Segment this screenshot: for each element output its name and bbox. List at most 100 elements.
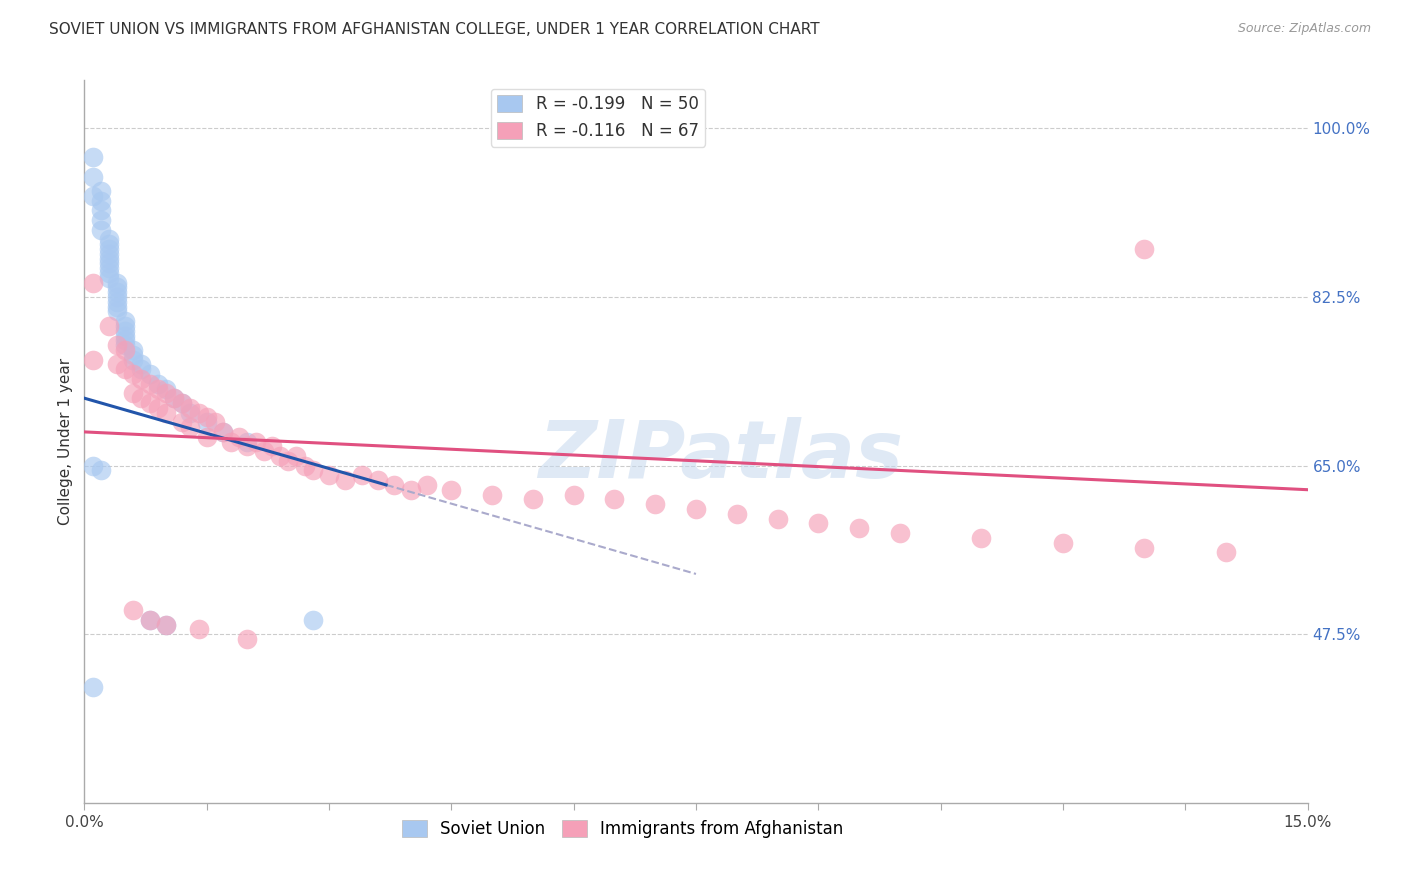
Point: [219, 434, 242, 449]
Point: [382, 478, 405, 492]
Point: [179, 401, 201, 415]
Point: [90, 184, 112, 198]
Point: [114, 362, 136, 376]
Point: [685, 502, 707, 516]
Point: [725, 507, 748, 521]
Point: [807, 516, 830, 531]
Point: [97, 252, 120, 266]
Point: [228, 430, 250, 444]
Point: [122, 386, 145, 401]
Point: [122, 343, 145, 357]
Point: [97, 242, 120, 256]
Point: [179, 420, 201, 434]
Point: [301, 613, 323, 627]
Point: [236, 434, 259, 449]
Point: [195, 415, 218, 429]
Point: [269, 449, 291, 463]
Point: [97, 256, 120, 270]
Point: [138, 613, 160, 627]
Point: [138, 396, 160, 410]
Point: [82, 150, 104, 164]
Point: [105, 280, 128, 294]
Point: [172, 396, 194, 410]
Point: [195, 410, 218, 425]
Point: [155, 386, 177, 401]
Point: [90, 203, 112, 218]
Point: [105, 294, 128, 309]
Point: [236, 439, 259, 453]
Point: [155, 617, 177, 632]
Point: [82, 352, 104, 367]
Point: [138, 367, 160, 381]
Point: [82, 680, 104, 694]
Point: [416, 478, 439, 492]
Point: [204, 415, 226, 429]
Point: [172, 396, 194, 410]
Point: [277, 454, 299, 468]
Point: [90, 213, 112, 227]
Point: [122, 352, 145, 367]
Point: [245, 434, 267, 449]
Point: [766, 511, 789, 525]
Point: [122, 603, 145, 617]
Point: [1215, 545, 1237, 559]
Point: [212, 425, 235, 439]
Point: [114, 314, 136, 328]
Point: [82, 458, 104, 473]
Point: [163, 391, 186, 405]
Point: [97, 270, 120, 285]
Point: [187, 406, 209, 420]
Point: [236, 632, 259, 646]
Point: [114, 343, 136, 357]
Point: [90, 222, 112, 236]
Point: [155, 617, 177, 632]
Y-axis label: College, Under 1 year: College, Under 1 year: [58, 358, 73, 525]
Legend: Soviet Union, Immigrants from Afghanistan: Soviet Union, Immigrants from Afghanista…: [395, 814, 851, 845]
Point: [1133, 242, 1156, 256]
Point: [131, 362, 153, 376]
Point: [105, 338, 128, 352]
Point: [146, 382, 169, 396]
Point: [335, 473, 357, 487]
Point: [122, 348, 145, 362]
Text: SOVIET UNION VS IMMIGRANTS FROM AFGHANISTAN COLLEGE, UNDER 1 YEAR CORRELATION CH: SOVIET UNION VS IMMIGRANTS FROM AFGHANIS…: [49, 22, 820, 37]
Point: [97, 237, 120, 252]
Point: [1052, 535, 1074, 549]
Text: ZIPatlas: ZIPatlas: [538, 417, 903, 495]
Point: [187, 623, 209, 637]
Point: [105, 276, 128, 290]
Point: [970, 531, 993, 545]
Point: [179, 406, 201, 420]
Point: [131, 358, 153, 372]
Point: [155, 406, 177, 420]
Point: [105, 290, 128, 304]
Point: [82, 276, 104, 290]
Point: [318, 468, 340, 483]
Point: [114, 334, 136, 348]
Point: [155, 382, 177, 396]
Point: [301, 463, 323, 477]
Point: [131, 372, 153, 386]
Point: [90, 194, 112, 208]
Point: [481, 487, 503, 501]
Point: [195, 430, 218, 444]
Point: [114, 328, 136, 343]
Point: [146, 376, 169, 391]
Point: [163, 391, 186, 405]
Point: [212, 425, 235, 439]
Point: [114, 338, 136, 352]
Point: [138, 376, 160, 391]
Point: [97, 318, 120, 333]
Point: [82, 189, 104, 203]
Point: [97, 266, 120, 280]
Point: [90, 463, 112, 477]
Point: [260, 439, 283, 453]
Point: [82, 169, 104, 184]
Point: [172, 415, 194, 429]
Point: [122, 367, 145, 381]
Point: [889, 526, 911, 541]
Point: [1133, 541, 1156, 555]
Point: [562, 487, 585, 501]
Point: [105, 300, 128, 314]
Point: [399, 483, 422, 497]
